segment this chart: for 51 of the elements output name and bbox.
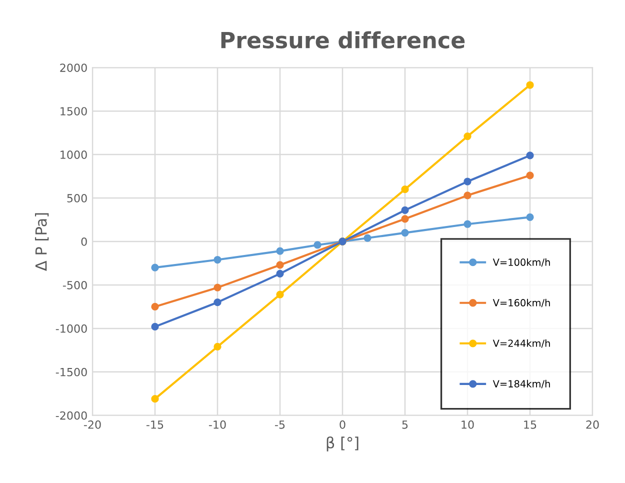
y-tick-label: 2000	[60, 64, 87, 72]
point	[314, 241, 322, 249]
point	[526, 152, 534, 160]
point	[364, 234, 372, 242]
point	[151, 322, 159, 331]
legend-label: V=100km/h	[492, 258, 550, 267]
point	[401, 206, 409, 214]
x-tick-label: 20	[586, 420, 599, 429]
point	[276, 270, 284, 278]
x-tick-label: -10	[208, 420, 226, 429]
legend-label: V=160km/h	[492, 298, 550, 308]
point	[151, 395, 159, 403]
y-tick-label: 500	[67, 194, 87, 202]
point	[526, 81, 534, 89]
chart-title: Pressure difference	[221, 31, 465, 48]
point	[276, 261, 284, 269]
y-tick-label: -1000	[56, 324, 87, 333]
point	[214, 256, 222, 264]
x-tick-label: 5	[402, 420, 408, 429]
point	[464, 220, 472, 228]
point	[526, 172, 534, 180]
legend-label: V=244km/h	[492, 339, 550, 348]
point	[276, 290, 284, 298]
point	[464, 192, 472, 200]
point	[214, 298, 222, 306]
point	[401, 228, 409, 237]
point	[401, 215, 409, 223]
y-axis-title: Δ P [Pa]	[35, 213, 49, 271]
y-tick-label: -2000	[56, 411, 87, 420]
point	[464, 132, 472, 140]
x-tick-label: -15	[146, 420, 164, 429]
y-tick-label: -500	[62, 280, 87, 290]
y-tick-label: 1000	[60, 150, 87, 159]
point	[276, 247, 284, 255]
x-tick-label: -5	[275, 420, 285, 429]
x-tick-label: 10	[462, 420, 474, 429]
point	[214, 342, 222, 351]
y-tick-label: -1500	[56, 368, 87, 376]
x-tick-label: -20	[84, 420, 101, 429]
point	[151, 264, 159, 272]
y-tick-label: 1500	[60, 107, 87, 116]
x-axis-title: β [°]	[326, 436, 358, 452]
point	[526, 213, 534, 221]
x-tick-label: 0	[340, 420, 346, 429]
y-tick-label: 0	[81, 237, 87, 246]
point	[464, 178, 472, 186]
x-tick-label: 15	[524, 420, 536, 429]
point	[151, 302, 159, 311]
point	[401, 186, 409, 194]
point	[214, 284, 222, 292]
legend-label: V=184km/h	[492, 380, 550, 388]
